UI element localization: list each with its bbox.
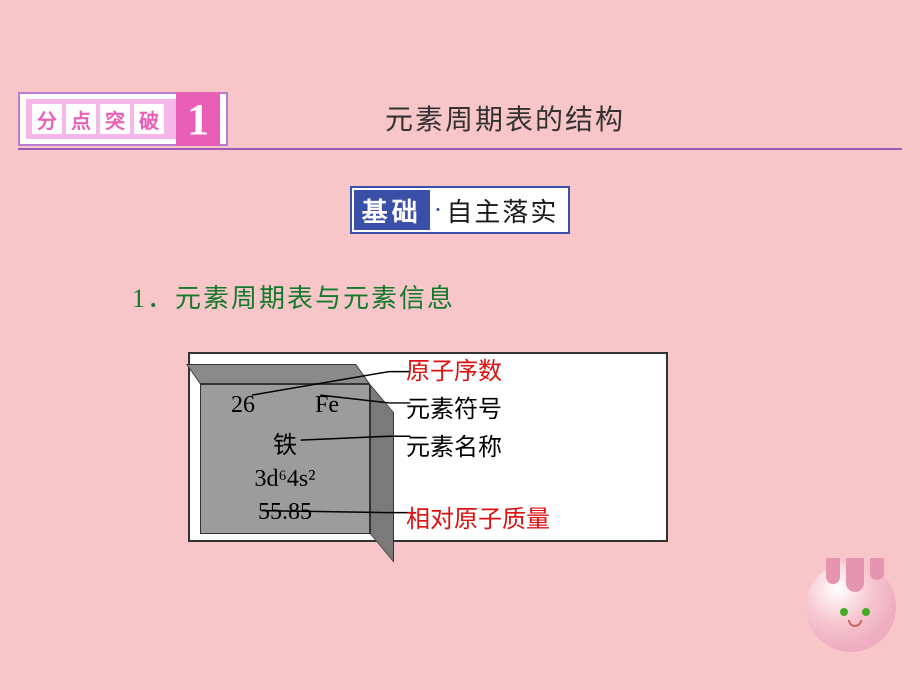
header-row: 分 点 突 破 1 元素周期表的结构 bbox=[18, 88, 902, 150]
label-mass: 相对原子质量 bbox=[406, 504, 550, 536]
mouth-icon bbox=[848, 620, 862, 627]
balloon-decoration bbox=[796, 566, 906, 676]
label-atomic-number: 原子序数 bbox=[406, 356, 550, 388]
element-name-value: 铁 bbox=[273, 425, 297, 460]
element-symbol-value: Fe bbox=[315, 392, 339, 419]
element-cube: 26 Fe 铁 3d⁶4s² 55.85 bbox=[200, 364, 396, 534]
badge-char: 破 bbox=[134, 104, 164, 134]
badge-char: 点 bbox=[66, 104, 96, 134]
cube-right-face bbox=[370, 384, 394, 563]
badge-inner: 分 点 突 破 1 bbox=[26, 99, 220, 139]
badge-char: 突 bbox=[100, 104, 130, 134]
atomic-mass-value: 55.85 bbox=[258, 499, 312, 526]
sub-badge: 基础 · 自主落实 bbox=[350, 186, 571, 234]
eye-icon bbox=[840, 608, 848, 616]
cube-top-face bbox=[186, 364, 370, 384]
cube-row-top: 26 Fe bbox=[201, 392, 369, 419]
section-title: 元素周期表与元素信息 bbox=[175, 284, 455, 313]
sub-badge-dot: · bbox=[430, 195, 447, 225]
badge-number-box: 1 bbox=[176, 92, 220, 146]
cube-front-face: 26 Fe 铁 3d⁶4s² 55.85 bbox=[200, 384, 370, 534]
badge-number: 1 bbox=[187, 94, 209, 145]
drip-icon bbox=[870, 558, 884, 580]
label-name: 元素名称 bbox=[406, 432, 550, 464]
drip-icon bbox=[846, 558, 864, 592]
section-badge: 分 点 突 破 1 bbox=[18, 92, 228, 146]
element-diagram: 26 Fe 铁 3d⁶4s² 55.85 原子序数 元素符号 元素名称 相对原子… bbox=[188, 352, 668, 542]
atomic-number-value: 26 bbox=[231, 392, 255, 419]
label-symbol: 元素符号 bbox=[406, 394, 550, 426]
page-title: 元素周期表的结构 bbox=[228, 98, 902, 138]
sub-badge-row: 基础 · 自主落实 bbox=[0, 186, 920, 234]
sub-badge-left: 基础 bbox=[354, 190, 430, 230]
section-number: 1． bbox=[132, 284, 175, 313]
balloon-icon bbox=[806, 562, 896, 652]
sub-badge-right: 自主落实 bbox=[446, 192, 566, 229]
section-heading: 1．元素周期表与元素信息 bbox=[132, 278, 455, 315]
diagram-labels: 原子序数 元素符号 元素名称 相对原子质量 bbox=[406, 360, 550, 542]
drip-icon bbox=[826, 558, 840, 584]
electron-config-value: 3d⁶4s² bbox=[255, 466, 316, 493]
eye-icon bbox=[862, 608, 870, 616]
badge-char: 分 bbox=[32, 104, 62, 134]
